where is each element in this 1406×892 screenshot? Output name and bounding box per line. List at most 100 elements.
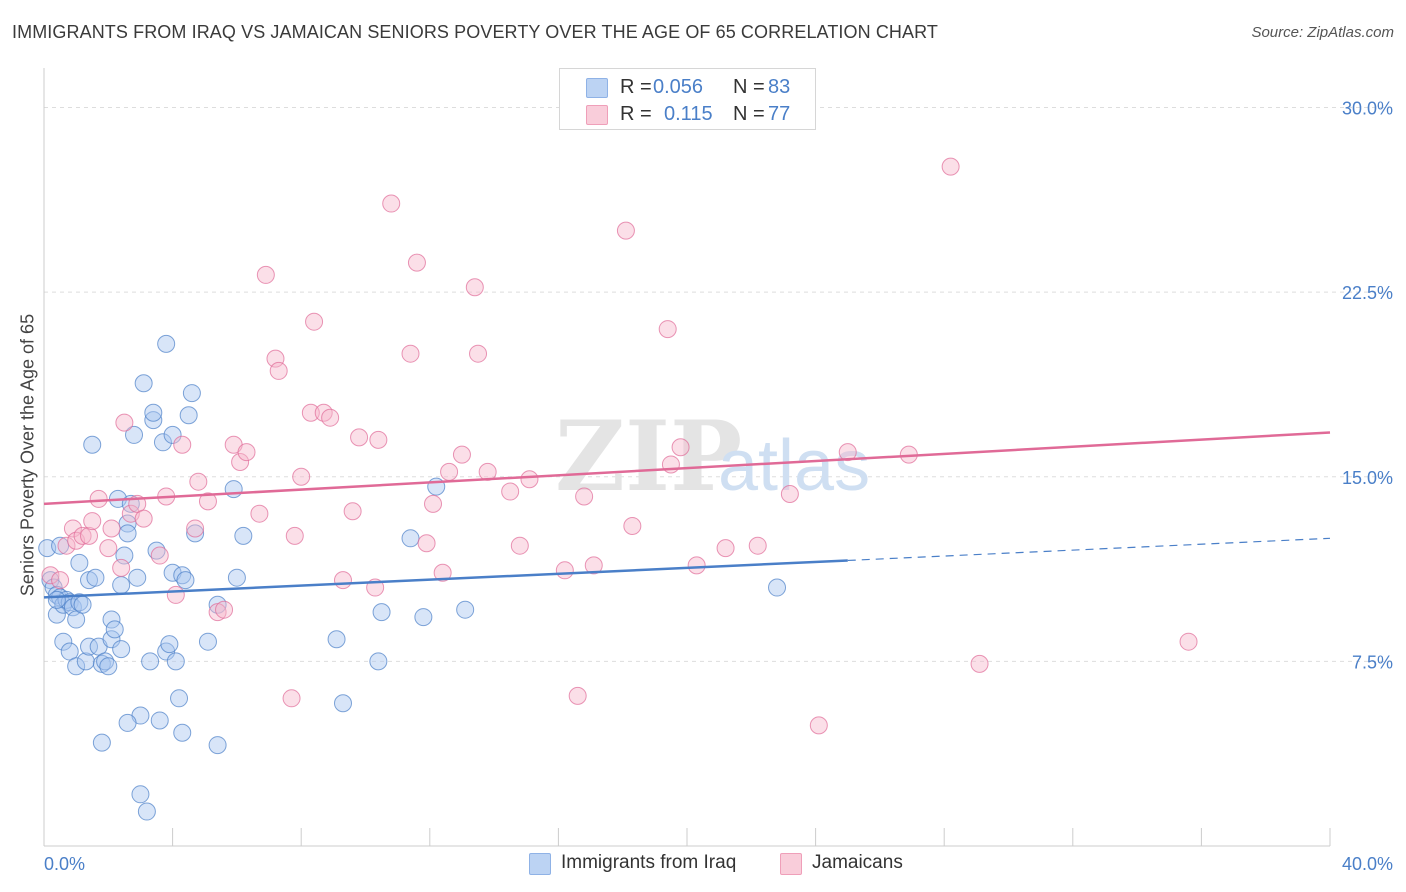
data-point (372, 603, 391, 622)
data-point (118, 524, 137, 543)
data-point (105, 620, 124, 639)
legend-r-label: R = (620, 76, 652, 98)
data-point (150, 546, 169, 565)
data-point (305, 312, 324, 331)
data-point (99, 539, 118, 558)
data-point (141, 652, 160, 671)
data-point (99, 657, 118, 676)
data-point (748, 536, 767, 555)
data-point (269, 361, 288, 380)
data-point (166, 652, 185, 671)
data-point (160, 635, 179, 654)
data-point (282, 689, 301, 708)
data-point (125, 425, 144, 444)
data-point (407, 253, 426, 272)
data-point (137, 802, 156, 821)
watermark-zip: ZIP (555, 400, 742, 513)
source-label: Source: ZipAtlas.com (1251, 24, 1394, 41)
x-tick-label: 40.0% (1342, 854, 1393, 874)
legend-swatch-iraq (529, 853, 551, 875)
data-point (456, 600, 475, 619)
data-point (144, 411, 163, 430)
trend-lines (43, 431, 1331, 599)
data-point (147, 541, 166, 560)
data-point (555, 561, 574, 580)
data-point (623, 517, 642, 535)
data-point (198, 492, 217, 511)
data-point (301, 403, 320, 422)
data-point (327, 630, 346, 649)
data-point (86, 568, 105, 587)
data-point (186, 524, 205, 543)
grid-lines (44, 107, 1392, 662)
data-point (51, 571, 70, 590)
y-tick-label: 7.5% (1352, 652, 1393, 672)
data-point (163, 425, 182, 444)
data-point (616, 221, 635, 240)
data-point (256, 265, 275, 284)
data-point (57, 536, 76, 555)
data-point (47, 590, 66, 609)
data-point (231, 453, 250, 471)
data-point (250, 504, 269, 523)
data-point (333, 694, 352, 713)
data-point (83, 512, 102, 531)
data-point (208, 736, 227, 755)
data-point (186, 519, 205, 538)
data-point (73, 595, 92, 614)
y-tick-label: 30.0% (1342, 99, 1393, 119)
data-point (401, 344, 420, 363)
data-point (671, 438, 690, 457)
data-point (70, 553, 89, 572)
data-point (768, 578, 787, 597)
trend-line-iraq-extension (847, 537, 1331, 562)
legend-label-jamaicans: Jamaicans (812, 852, 903, 873)
data-point (520, 470, 539, 489)
data-point (112, 640, 131, 659)
data-point (41, 566, 60, 585)
legend-n-label: N = (733, 103, 765, 125)
axes (43, 68, 1331, 847)
data-point (47, 605, 66, 624)
data-point (80, 526, 99, 545)
data-point (102, 610, 121, 629)
data-point (182, 384, 201, 403)
watermark: ZIP atlas (555, 400, 870, 513)
data-point (838, 443, 857, 462)
data-point (131, 785, 150, 804)
data-point (173, 435, 192, 454)
data-point (118, 514, 137, 533)
data-point (510, 536, 529, 555)
data-point (227, 568, 246, 587)
series-jamaicans (41, 157, 1198, 735)
data-point (102, 519, 121, 538)
data-point (382, 194, 401, 213)
data-point (67, 657, 86, 676)
data-point (401, 529, 420, 548)
data-point (215, 600, 234, 619)
data-point (369, 652, 388, 671)
data-point (369, 430, 388, 449)
data-point (417, 534, 436, 553)
data-point (780, 485, 799, 503)
data-point (70, 593, 89, 612)
trend-line-iraq (43, 559, 848, 599)
data-point (350, 428, 369, 447)
data-point (170, 689, 189, 708)
data-point (198, 632, 217, 651)
data-point (173, 566, 192, 585)
data-point (76, 652, 95, 671)
data-point (89, 489, 108, 508)
data-point (173, 723, 192, 742)
data-point (424, 494, 443, 513)
data-point (584, 556, 603, 575)
data-point (115, 413, 134, 432)
data-point (414, 608, 433, 627)
data-point (157, 334, 176, 353)
data-point (716, 539, 735, 558)
legend-r-value: 0.115 (664, 103, 713, 125)
legend-swatch-jamaicans (586, 105, 608, 125)
data-point (134, 374, 153, 393)
data-points (38, 157, 1198, 821)
data-point (179, 406, 198, 425)
